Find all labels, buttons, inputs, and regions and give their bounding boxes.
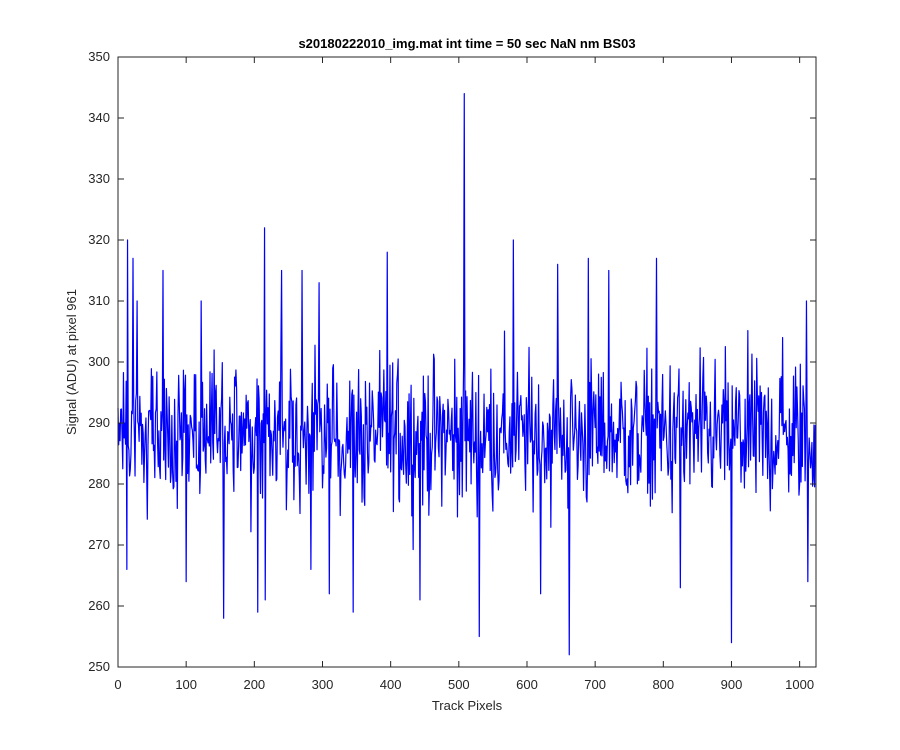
series-layer — [117, 92, 816, 656]
x-tick-label: 100 — [175, 677, 197, 692]
chart-title: s20180222010_img.mat int time = 50 sec N… — [298, 36, 635, 51]
x-tick-label: 600 — [516, 677, 538, 692]
x-tick-label: 0 — [114, 677, 121, 692]
x-tick-label: 500 — [448, 677, 470, 692]
x-axis-ticks: 0 100 200 300 400 500 600 700 800 900 1000 — [114, 57, 814, 692]
y-tick-label: 320 — [88, 232, 110, 247]
y-tick-label: 340 — [88, 110, 110, 125]
x-tick-label: 700 — [584, 677, 606, 692]
y-tick-label: 270 — [88, 537, 110, 552]
y-axis-label: Signal (ADU) at pixel 961 — [64, 289, 79, 435]
y-axis-ticks: 250 260 270 280 290 300 310 320 330 340 350 — [88, 49, 816, 674]
plot-area — [118, 57, 816, 667]
y-tick-label: 310 — [88, 293, 110, 308]
y-tick-label: 330 — [88, 171, 110, 186]
y-tick-label: 350 — [88, 49, 110, 64]
y-tick-label: 250 — [88, 659, 110, 674]
y-tick-label: 260 — [88, 598, 110, 613]
x-axis-label: Track Pixels — [432, 698, 503, 713]
y-tick-label: 300 — [88, 354, 110, 369]
x-tick-label: 300 — [312, 677, 334, 692]
x-tick-label: 800 — [652, 677, 674, 692]
y-tick-label: 290 — [88, 415, 110, 430]
signal-series-line — [117, 92, 816, 656]
x-tick-label: 900 — [721, 677, 743, 692]
x-tick-label: 400 — [380, 677, 402, 692]
x-tick-label: 1000 — [785, 677, 814, 692]
y-tick-label: 280 — [88, 476, 110, 491]
x-tick-label: 200 — [243, 677, 265, 692]
